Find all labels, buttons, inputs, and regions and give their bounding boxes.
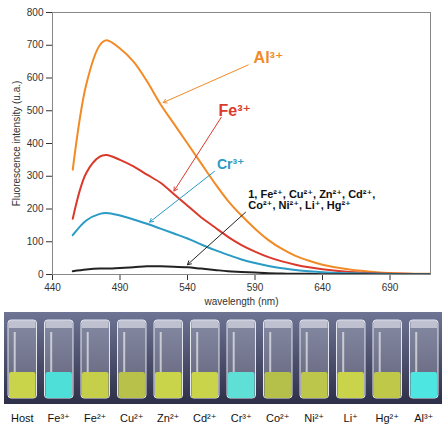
svg-text:700: 700	[27, 39, 44, 50]
svg-text:640: 640	[314, 282, 331, 293]
svg-text:400: 400	[27, 138, 44, 149]
svg-text:Cu²⁺: Cu²⁺	[120, 412, 144, 424]
svg-text:1, Fe²⁺, Cu²⁺, Zn²⁺, Cd²⁺,Co²⁺: 1, Fe²⁺, Cu²⁺, Zn²⁺, Cd²⁺,Co²⁺, Ni²⁺, Li…	[248, 188, 375, 211]
svg-text:Fe³⁺: Fe³⁺	[48, 412, 71, 424]
svg-text:Cr³⁺: Cr³⁺	[231, 412, 252, 424]
svg-text:Cd²⁺: Cd²⁺	[193, 412, 217, 424]
svg-text:800: 800	[27, 7, 44, 18]
svg-text:690: 690	[382, 282, 399, 293]
svg-text:Host: Host	[11, 412, 34, 424]
svg-text:490: 490	[112, 282, 129, 293]
svg-text:100: 100	[27, 236, 44, 247]
svg-text:Fe³⁺: Fe³⁺	[219, 102, 251, 119]
svg-text:590: 590	[247, 282, 264, 293]
svg-text:wavelength (nm): wavelength (nm)	[204, 296, 279, 307]
svg-text:0: 0	[38, 269, 44, 280]
svg-text:Fluorescence intensity (u.a.): Fluorescence intensity (u.a.)	[11, 81, 22, 207]
svg-text:440: 440	[44, 282, 61, 293]
svg-text:540: 540	[179, 282, 196, 293]
svg-text:Al³⁺: Al³⁺	[414, 412, 433, 424]
svg-text:Hg²⁺: Hg²⁺	[375, 412, 399, 424]
svg-text:Co²⁺: Co²⁺	[266, 412, 290, 424]
svg-text:Ni²⁺: Ni²⁺	[304, 412, 324, 424]
svg-text:Cr³⁺: Cr³⁺	[217, 156, 245, 172]
svg-text:Li⁺: Li⁺	[344, 412, 359, 424]
svg-text:Zn²⁺: Zn²⁺	[157, 412, 180, 424]
svg-text:300: 300	[27, 170, 44, 181]
svg-text:Fe²⁺: Fe²⁺	[84, 412, 107, 424]
svg-text:600: 600	[27, 72, 44, 83]
svg-text:200: 200	[27, 203, 44, 214]
svg-text:500: 500	[27, 105, 44, 116]
svg-text:Al³⁺: Al³⁺	[254, 49, 284, 66]
